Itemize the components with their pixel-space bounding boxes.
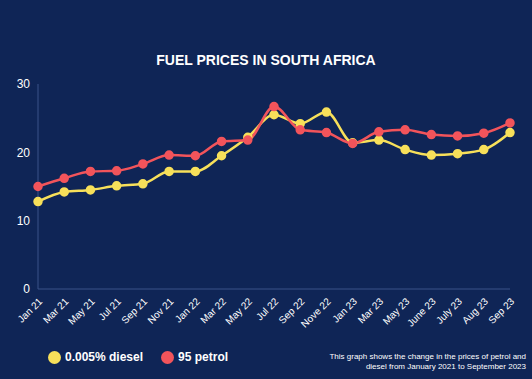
svg-text:0: 0 bbox=[23, 282, 30, 296]
svg-text:Mar 23: Mar 23 bbox=[356, 295, 386, 325]
svg-text:Jul 22: Jul 22 bbox=[253, 295, 281, 323]
svg-text:May 22: May 22 bbox=[223, 295, 254, 326]
svg-text:20: 20 bbox=[17, 146, 31, 160]
svg-text:Jan 22: Jan 22 bbox=[173, 295, 202, 324]
svg-text:Nov 21: Nov 21 bbox=[145, 295, 175, 325]
html-text:FUEL PRICES IN SOUTH AFRICA: FUEL PRICES IN SOUTH AFRICA bbox=[156, 52, 376, 68]
svg-text:Nove 22: Nove 22 bbox=[299, 295, 333, 329]
html-text:95 petrol: 95 petrol bbox=[178, 350, 229, 364]
html-text:This graph shows the change in: This graph shows the change in the price… bbox=[329, 352, 526, 371]
svg-text:Mar 22: Mar 22 bbox=[198, 295, 228, 325]
svg-text:10: 10 bbox=[17, 214, 31, 228]
svg-text:July 23: July 23 bbox=[434, 295, 464, 325]
svg-text:30: 30 bbox=[17, 77, 31, 91]
svg-text:Mar 21: Mar 21 bbox=[41, 295, 71, 325]
svg-text:Sep 23: Sep 23 bbox=[486, 295, 516, 325]
svg-text:Jul 21: Jul 21 bbox=[96, 295, 124, 323]
svg-text:Aug 23: Aug 23 bbox=[460, 295, 490, 325]
svg-text:Sep 21: Sep 21 bbox=[119, 295, 149, 325]
svg-text:Jan 21: Jan 21 bbox=[15, 295, 44, 324]
svg-text:Jan 23: Jan 23 bbox=[330, 295, 359, 324]
svg-text:Sep 22: Sep 22 bbox=[276, 295, 307, 326]
svg-text:May 23: May 23 bbox=[380, 295, 412, 327]
html-text:0.005% diesel: 0.005% diesel bbox=[65, 350, 144, 364]
svg-text:May 21: May 21 bbox=[66, 295, 97, 326]
svg-text:June 23: June 23 bbox=[405, 295, 438, 328]
